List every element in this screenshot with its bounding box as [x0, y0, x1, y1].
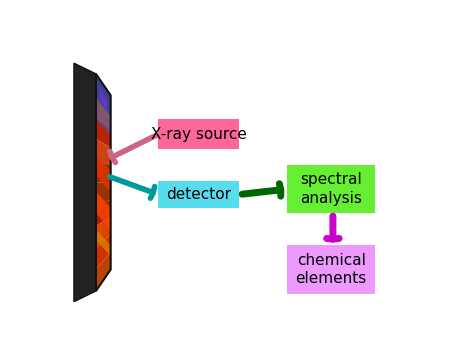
Polygon shape [96, 161, 110, 182]
Polygon shape [96, 98, 110, 135]
Polygon shape [96, 229, 110, 256]
Polygon shape [96, 74, 110, 113]
Polygon shape [96, 192, 110, 229]
Text: X-ray source: X-ray source [151, 127, 247, 142]
FancyBboxPatch shape [158, 119, 239, 149]
Polygon shape [96, 154, 110, 192]
Polygon shape [96, 217, 110, 247]
Text: spectral
analysis: spectral analysis [300, 172, 362, 206]
Polygon shape [96, 74, 110, 117]
Polygon shape [96, 117, 110, 148]
Polygon shape [74, 63, 96, 302]
Polygon shape [96, 252, 110, 291]
FancyBboxPatch shape [287, 165, 375, 213]
Polygon shape [96, 182, 110, 204]
FancyBboxPatch shape [158, 181, 239, 208]
Text: chemical
elements: chemical elements [295, 253, 367, 286]
Text: detector: detector [166, 187, 231, 202]
Polygon shape [96, 96, 110, 130]
Polygon shape [96, 200, 110, 226]
Polygon shape [96, 139, 110, 165]
Polygon shape [100, 87, 107, 111]
FancyBboxPatch shape [287, 245, 375, 294]
Polygon shape [96, 235, 110, 269]
